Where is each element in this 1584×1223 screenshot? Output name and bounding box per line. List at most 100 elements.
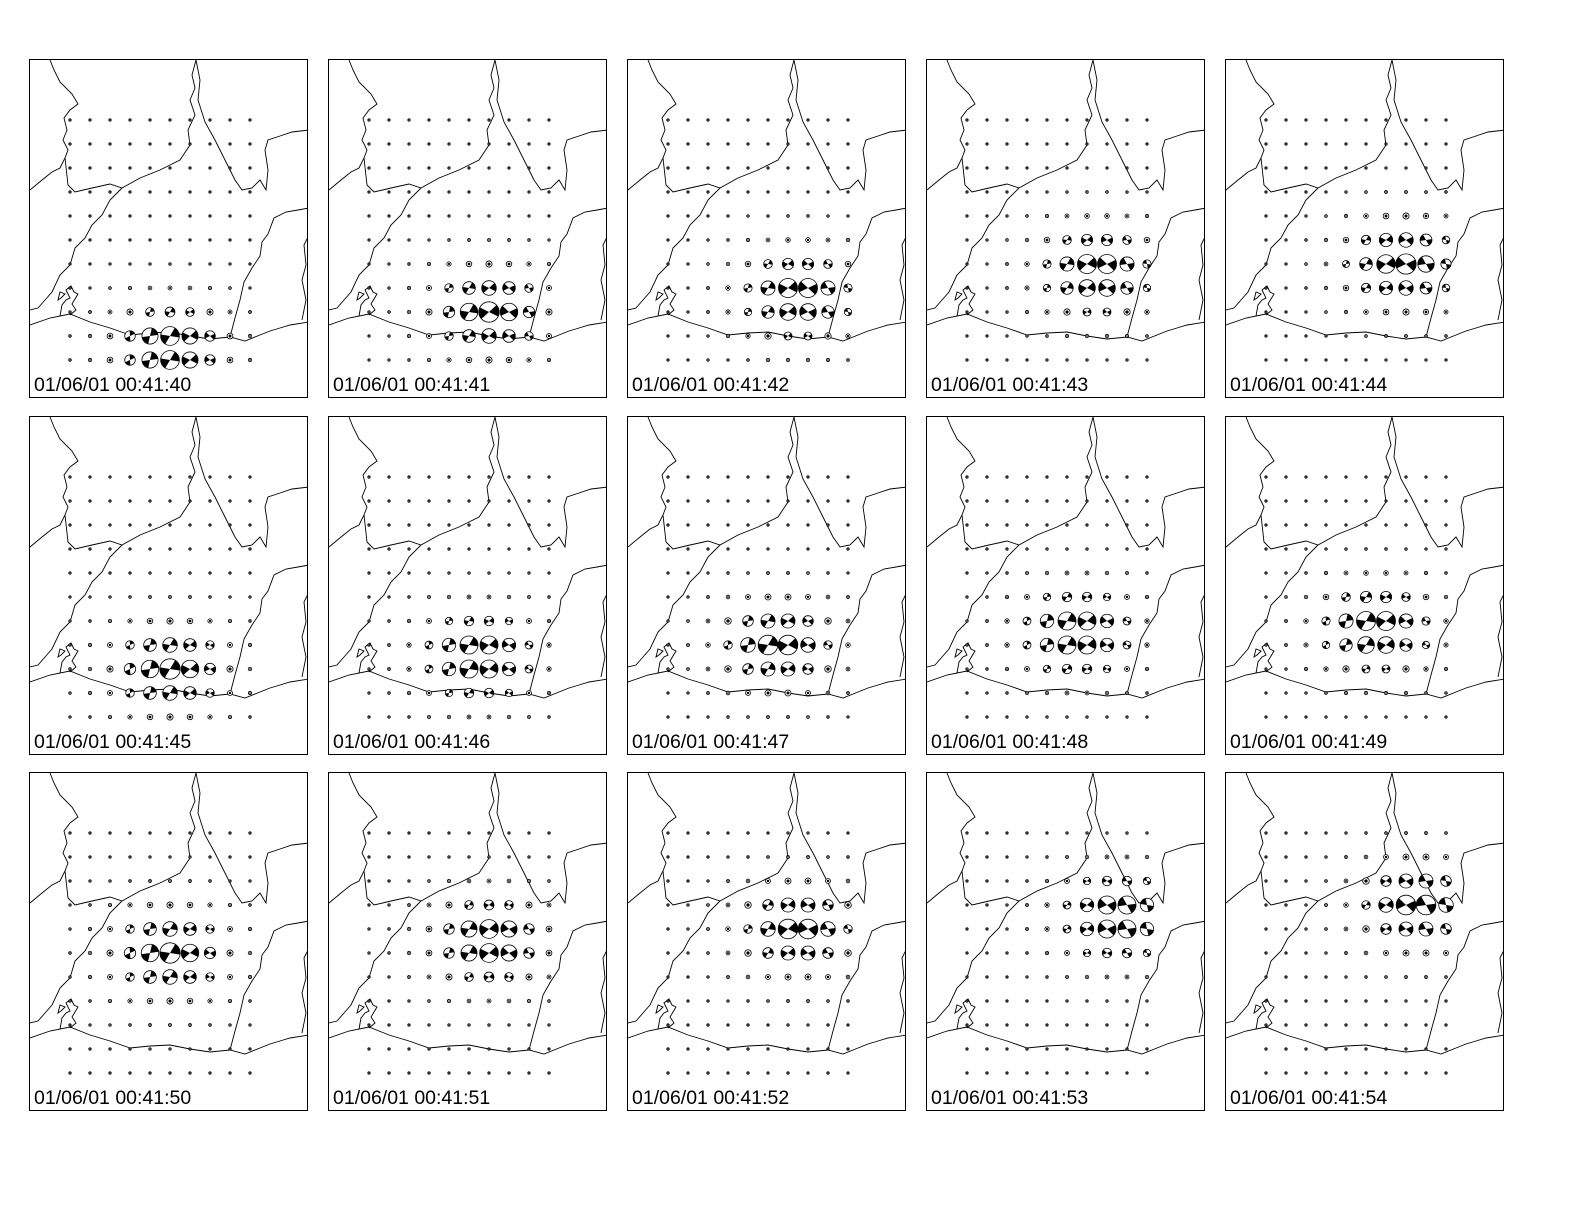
mechanism-symbol <box>1045 499 1049 503</box>
mechanism-symbol <box>1105 523 1109 527</box>
boundary-line <box>1497 594 1503 678</box>
mechanism-symbol <box>447 214 451 218</box>
mechanism-symbol <box>407 571 411 575</box>
mechanism-symbol <box>1384 334 1388 338</box>
mechanism-symbol <box>1383 570 1389 576</box>
boundary-line <box>30 900 123 1024</box>
mechanism-symbol <box>1404 358 1408 362</box>
mechanism-symbol <box>227 690 233 696</box>
mechanism-symbol <box>1264 903 1268 907</box>
mechanism-symbol <box>247 950 253 956</box>
mechanism-symbol <box>1424 1023 1428 1027</box>
mechanism-symbol <box>1081 591 1093 603</box>
mechanism-symbol <box>88 595 92 599</box>
mechanism-symbol <box>367 571 371 575</box>
mechanism-symbol <box>1418 873 1434 889</box>
mechanism-symbol <box>208 166 212 170</box>
mechanism-symbol <box>706 334 710 338</box>
mechanism-symbol <box>686 999 690 1003</box>
mechanism-symbol <box>68 310 72 314</box>
boundary-line <box>1226 187 1319 311</box>
mechanism-symbol <box>108 214 112 218</box>
mechanism-symbol <box>985 927 989 931</box>
mechanism-symbol <box>108 286 112 290</box>
mechanism-symbol <box>1005 831 1009 835</box>
timestamp-label: 01/06/01 00:41:49 <box>1230 731 1388 753</box>
mechanism-symbol <box>1042 592 1052 602</box>
boundary-line <box>657 998 677 1030</box>
mechanism-symbol <box>1139 897 1155 913</box>
mechanism-symbol <box>108 118 112 122</box>
mechanism-symbol <box>802 615 814 627</box>
mechanism-symbol <box>168 1023 172 1027</box>
mechanism-symbol <box>68 475 72 479</box>
mechanism-symbol <box>1264 547 1268 551</box>
mechanism-symbol <box>208 595 212 599</box>
mechanism-symbol <box>248 238 252 242</box>
mechanism-symbol <box>779 303 797 321</box>
mechanism-symbol <box>1121 947 1133 959</box>
mechanism-symbol <box>1284 334 1288 338</box>
mechanism-symbol <box>424 664 434 674</box>
mechanism-symbol <box>985 118 989 122</box>
mechanism-symbol <box>228 286 232 290</box>
mechanism-symbol <box>487 475 491 479</box>
mechanism-symbol <box>826 715 830 719</box>
mechanism-symbol <box>706 831 710 835</box>
mechanism-symbol <box>248 643 252 647</box>
mechanism-symbol <box>487 118 491 122</box>
map-panel: 01/06/01 00:41:41 <box>328 59 607 398</box>
mechanism-symbol <box>799 303 817 321</box>
boundary-line <box>793 773 905 905</box>
mechanism-symbol <box>168 855 172 859</box>
mechanism-symbol <box>706 166 710 170</box>
mechanism-symbol <box>248 1047 252 1051</box>
mechanism-symbol <box>1322 593 1330 601</box>
mechanism-symbol <box>1122 616 1132 626</box>
mechanism-symbol <box>1444 523 1448 527</box>
mechanism-symbol <box>985 547 989 551</box>
mechanism-symbol <box>1364 975 1368 979</box>
mechanism-symbol <box>806 1047 810 1051</box>
mechanism-symbol <box>746 118 750 122</box>
mechanism-symbol <box>1382 308 1390 316</box>
mechanism-symbol <box>68 1071 72 1075</box>
mechanism-symbol <box>507 142 511 146</box>
mechanism-symbol <box>1059 256 1075 272</box>
mechanism-symbol <box>1022 616 1032 626</box>
mechanism-symbol <box>445 901 453 909</box>
boundary-line <box>1255 642 1275 674</box>
mechanism-symbol <box>526 357 532 363</box>
mechanism-symbol <box>1125 1071 1129 1075</box>
mechanism-symbol <box>465 260 473 268</box>
mechanism-symbol <box>168 523 172 527</box>
mechanism-symbol <box>128 1023 132 1027</box>
mechanism-symbol <box>228 619 232 623</box>
mechanism-symbol <box>765 237 771 243</box>
mechanism-symbol <box>1025 927 1029 931</box>
mechanism-symbol <box>1080 233 1094 247</box>
mechanism-symbol <box>725 926 731 932</box>
mechanism-symbol <box>447 190 451 194</box>
mechanism-symbol <box>706 951 710 955</box>
mechanism-symbol <box>1284 262 1288 266</box>
mechanism-symbol <box>1045 1071 1049 1075</box>
mechanism-symbol <box>168 238 172 242</box>
mechanism-symbol <box>766 571 770 575</box>
mechanism-symbol <box>1424 975 1428 979</box>
mechanism-symbol <box>965 238 969 242</box>
mechanism-symbol <box>88 238 92 242</box>
mechanism-symbol <box>1364 190 1368 194</box>
mechanism-symbol <box>1085 831 1089 835</box>
mechanism-symbol <box>387 1047 391 1051</box>
mechanism-symbol <box>786 499 790 503</box>
mechanism-symbol <box>1362 925 1370 933</box>
mechanism-symbol <box>1025 831 1029 835</box>
mechanism-symbol <box>1344 499 1348 503</box>
mechanism-symbol <box>367 855 371 859</box>
mechanism-symbol <box>68 547 72 551</box>
mechanism-symbol <box>1304 571 1308 575</box>
mechanism-symbol <box>706 262 710 266</box>
mechanism-symbol <box>1324 523 1328 527</box>
mechanism-symbol <box>148 499 152 503</box>
